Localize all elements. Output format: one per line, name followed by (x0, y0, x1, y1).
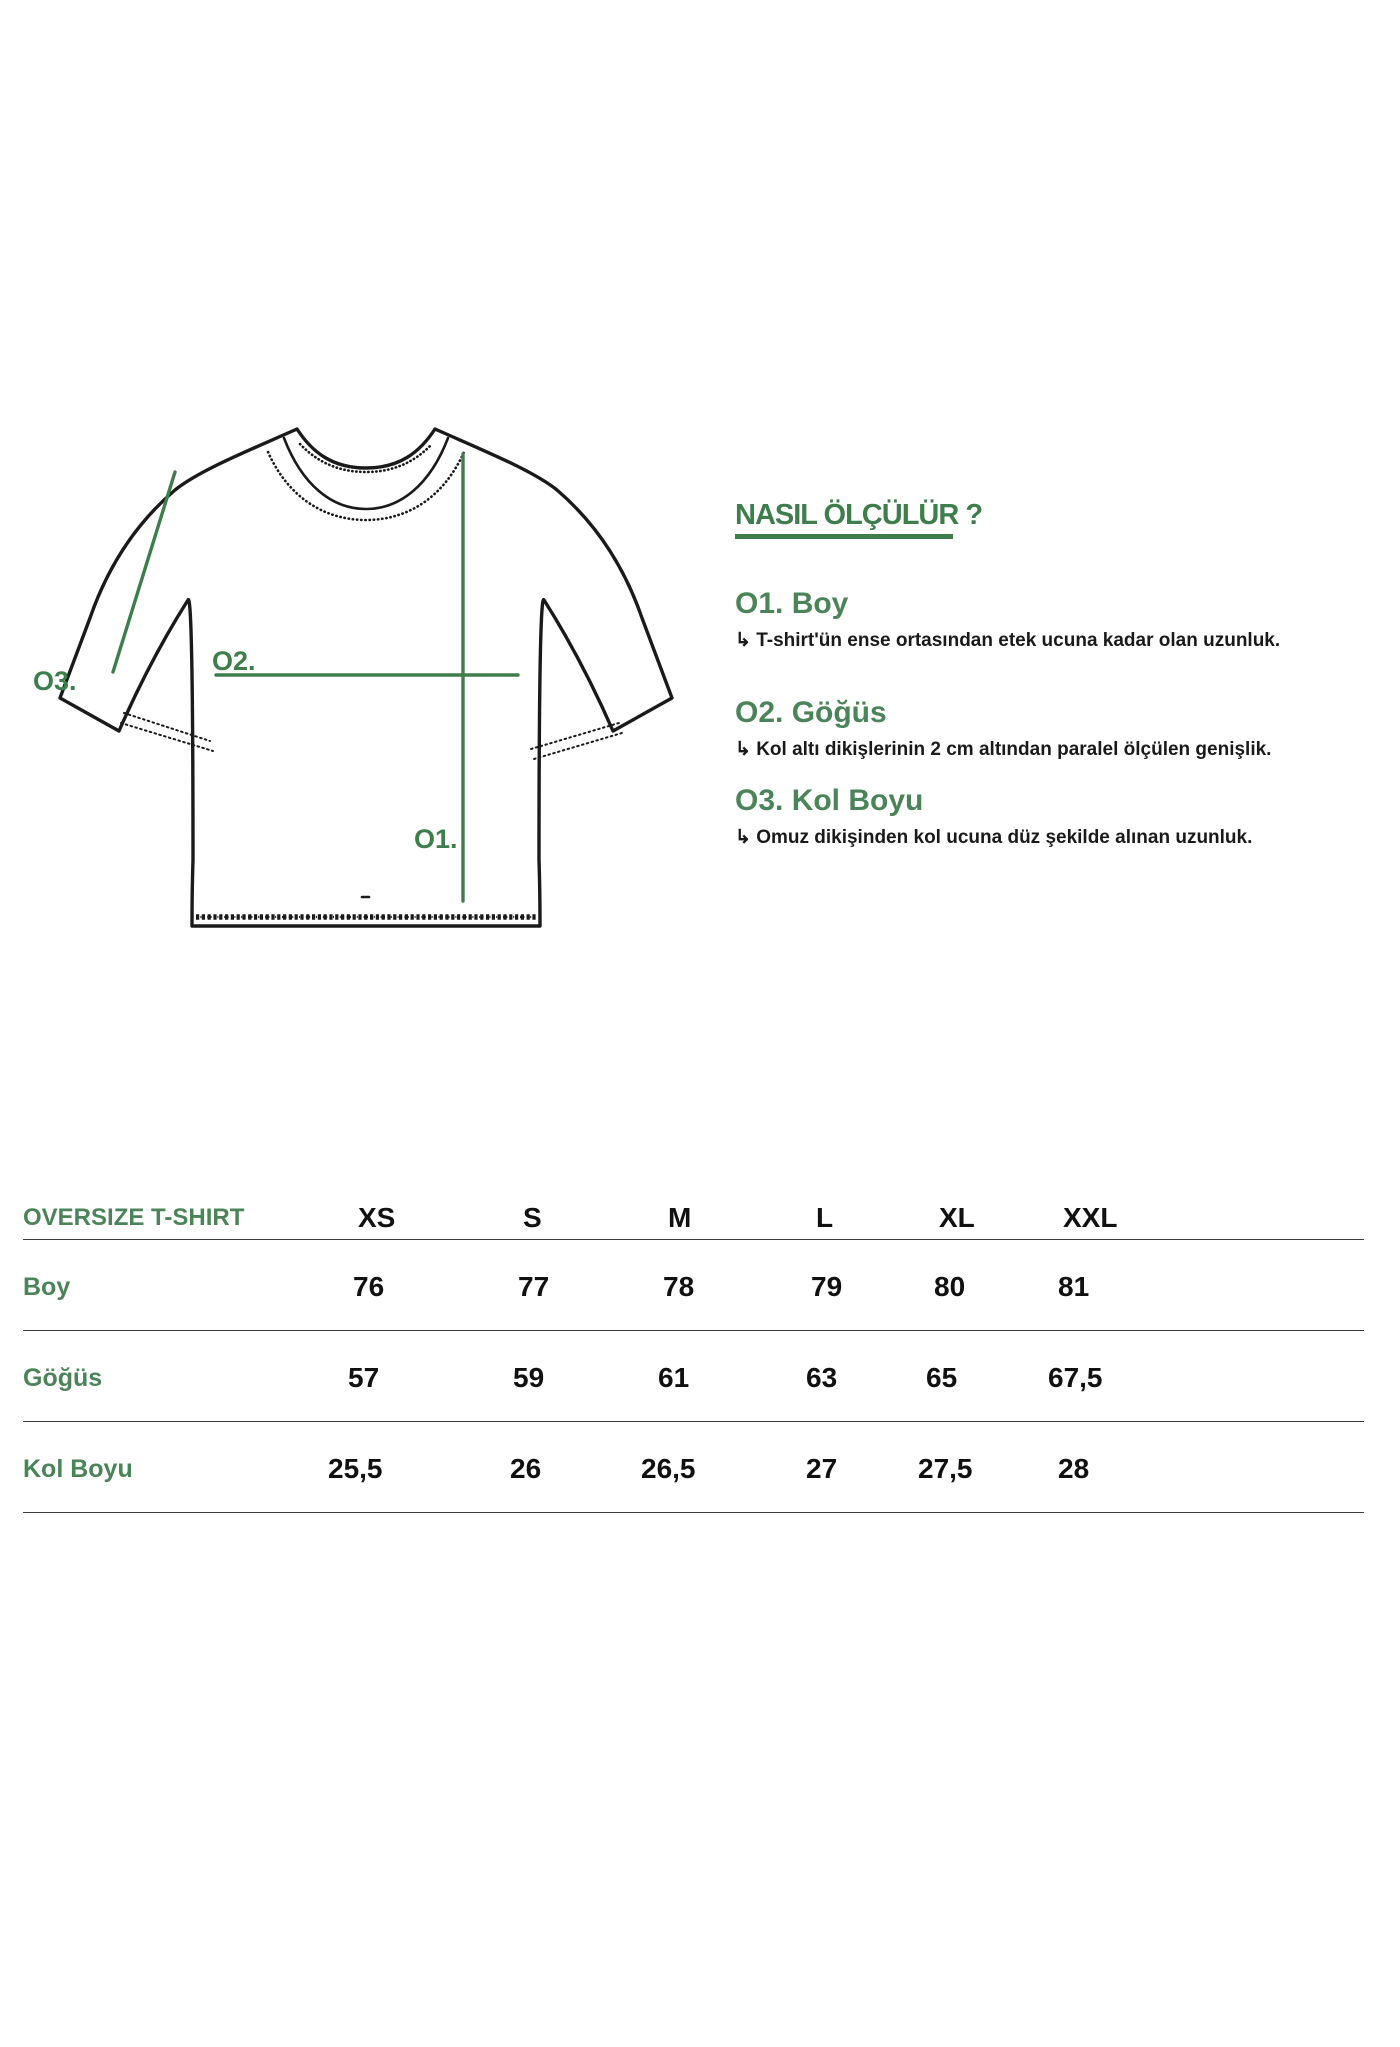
svg-text:O1.: O1. (414, 824, 458, 854)
svg-text:O2.: O2. (212, 646, 256, 676)
svg-text:O3.: O3. (33, 666, 77, 696)
